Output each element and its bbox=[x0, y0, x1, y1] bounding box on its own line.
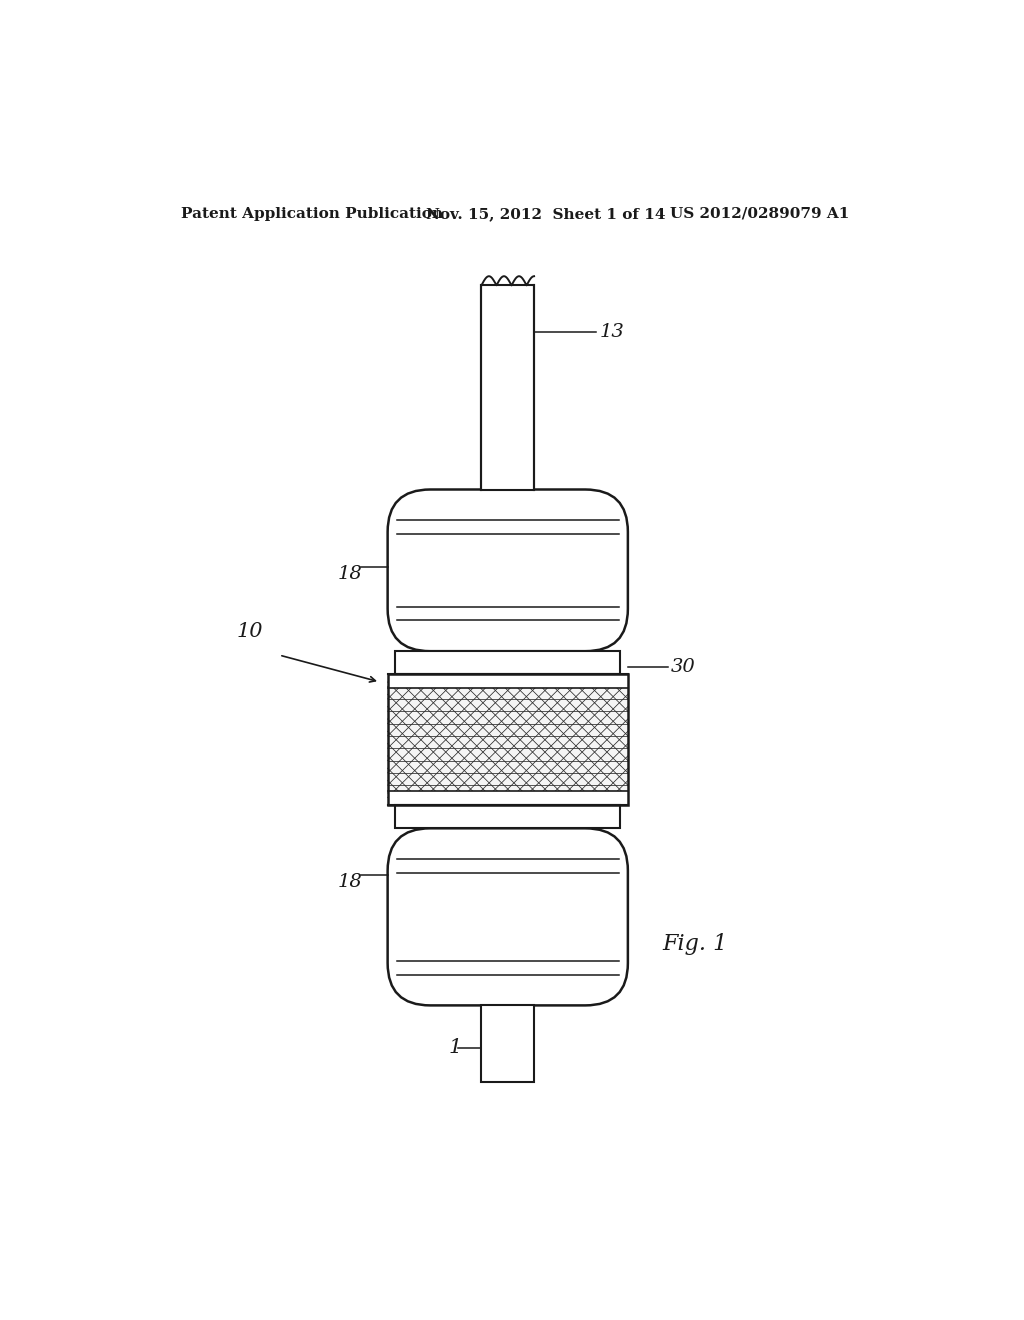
Text: Fig. 1: Fig. 1 bbox=[663, 933, 728, 954]
FancyBboxPatch shape bbox=[388, 490, 628, 651]
Text: 18: 18 bbox=[337, 874, 362, 891]
Bar bbox=[481, 1006, 535, 1082]
Bar bbox=[395, 805, 621, 829]
Text: Patent Application Publication: Patent Application Publication bbox=[180, 207, 442, 220]
Text: US 2012/0289079 A1: US 2012/0289079 A1 bbox=[671, 207, 850, 220]
Bar bbox=[388, 675, 628, 688]
Bar bbox=[388, 675, 628, 805]
Bar bbox=[388, 675, 628, 805]
Text: 30: 30 bbox=[671, 657, 695, 676]
Bar bbox=[481, 285, 535, 490]
Text: 18: 18 bbox=[337, 565, 362, 583]
Text: 13: 13 bbox=[600, 322, 625, 341]
Bar bbox=[388, 792, 628, 805]
Text: 1: 1 bbox=[449, 1039, 462, 1057]
Text: 10: 10 bbox=[237, 623, 263, 642]
FancyBboxPatch shape bbox=[388, 829, 628, 1006]
Bar bbox=[388, 651, 628, 675]
Bar bbox=[395, 651, 621, 675]
Text: Nov. 15, 2012  Sheet 1 of 14: Nov. 15, 2012 Sheet 1 of 14 bbox=[426, 207, 666, 220]
